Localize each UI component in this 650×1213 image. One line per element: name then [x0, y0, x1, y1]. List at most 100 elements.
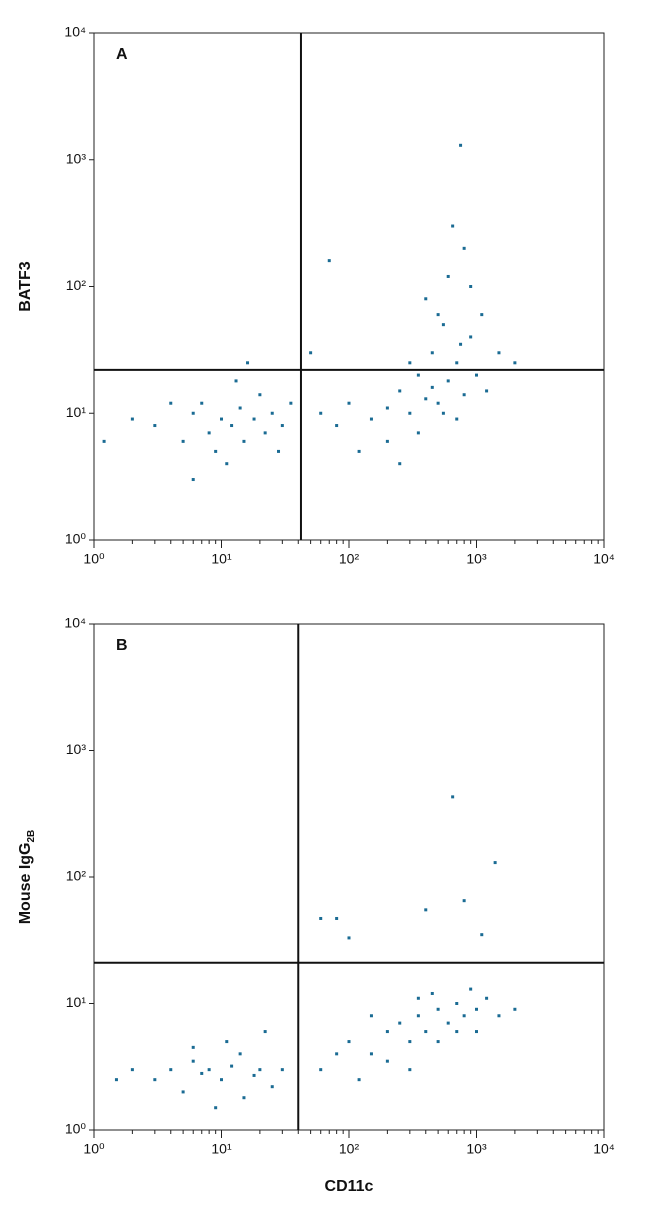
- y-axis-label-text: BATF3: [17, 261, 34, 311]
- dot: [207, 431, 211, 435]
- dot: [335, 424, 339, 428]
- dot: [416, 431, 420, 435]
- dot: [451, 795, 455, 799]
- dot: [485, 389, 489, 393]
- x-tick-label: 10³: [466, 551, 487, 567]
- dot: [214, 449, 218, 453]
- dot: [475, 1007, 478, 1011]
- dot: [398, 389, 402, 393]
- x-tick-label: 10²: [339, 551, 360, 567]
- dot: [319, 1068, 323, 1072]
- dot: [220, 417, 223, 421]
- y-tick-label: 10²: [66, 277, 87, 293]
- dot: [200, 401, 204, 405]
- dot: [252, 417, 256, 421]
- dot: [369, 417, 373, 421]
- dot: [416, 1014, 420, 1018]
- dot: [459, 143, 463, 147]
- panel-label: B: [116, 637, 128, 654]
- dot: [357, 1078, 361, 1082]
- x-tick-label: 10²: [339, 1141, 360, 1157]
- dot: [200, 1071, 204, 1075]
- dot: [480, 313, 484, 317]
- dot: [408, 411, 412, 415]
- y-axis-label: Mouse IgG2B: [17, 830, 36, 925]
- dot: [398, 462, 402, 466]
- dot: [280, 424, 284, 428]
- dot: [436, 1040, 440, 1044]
- dot: [385, 439, 389, 443]
- dot: [280, 1068, 284, 1072]
- dot: [469, 335, 473, 339]
- dot: [153, 1078, 157, 1082]
- dot: [469, 285, 473, 288]
- y-tick-label: 10³: [66, 150, 87, 166]
- panel-label: A: [116, 46, 128, 63]
- dot: [446, 379, 450, 383]
- dot: [270, 1085, 274, 1089]
- dot: [436, 313, 440, 317]
- dot: [430, 351, 434, 355]
- y-tick-label: 10¹: [66, 994, 87, 1010]
- dot: [408, 1068, 412, 1072]
- dot: [246, 361, 250, 365]
- dot: [497, 351, 501, 355]
- dot: [130, 417, 134, 421]
- dot: [436, 401, 440, 405]
- dot: [181, 439, 185, 443]
- dot: [408, 1040, 412, 1044]
- dot: [475, 1030, 478, 1034]
- dot: [230, 1064, 234, 1068]
- x-axis-label: CD11c: [325, 1178, 374, 1195]
- dot: [347, 1040, 351, 1044]
- x-tick-label: 10³: [466, 1141, 487, 1157]
- dot: [347, 936, 351, 940]
- dot: [191, 1045, 195, 1049]
- dot: [181, 1090, 185, 1094]
- y-tick-label: 10⁰: [65, 531, 87, 547]
- dot: [242, 439, 246, 443]
- dot: [455, 361, 459, 365]
- y-tick-label: 10⁴: [64, 615, 86, 631]
- y-axis-label-text: Mouse IgG: [17, 843, 34, 925]
- dot: [230, 424, 234, 428]
- dot: [191, 411, 195, 415]
- x-tick-label: 10¹: [211, 551, 232, 567]
- y-axis-label-subscript: 2B: [26, 830, 37, 843]
- dot: [270, 411, 274, 415]
- dot: [416, 996, 420, 1000]
- dot: [398, 1021, 402, 1025]
- dot: [480, 933, 484, 937]
- dot: [225, 462, 229, 466]
- y-tick-label: 10⁰: [65, 1121, 87, 1137]
- dot: [462, 899, 466, 903]
- dot: [234, 379, 238, 383]
- dot: [357, 449, 361, 453]
- dot: [446, 274, 450, 278]
- dot: [385, 406, 389, 410]
- y-tick-label: 10²: [66, 868, 87, 884]
- dot: [153, 424, 157, 428]
- dot: [258, 1068, 262, 1072]
- plot-frame: [93, 623, 605, 1131]
- dot: [225, 1040, 229, 1044]
- y-axis-label: BATF3: [17, 261, 34, 311]
- dot: [455, 1002, 459, 1005]
- dot: [319, 916, 323, 920]
- dot: [191, 1059, 195, 1063]
- dot: [169, 1068, 173, 1072]
- dot: [485, 996, 489, 1000]
- dot: [263, 431, 267, 435]
- dot: [441, 411, 445, 415]
- dot: [408, 361, 412, 365]
- dot: [513, 361, 517, 365]
- x-tick-label: 10¹: [211, 1141, 232, 1157]
- dot: [469, 987, 473, 991]
- dot: [169, 401, 173, 405]
- dot: [242, 1096, 246, 1100]
- dot: [102, 439, 106, 443]
- dot: [462, 393, 466, 397]
- dot: [475, 373, 478, 377]
- dot: [416, 373, 420, 377]
